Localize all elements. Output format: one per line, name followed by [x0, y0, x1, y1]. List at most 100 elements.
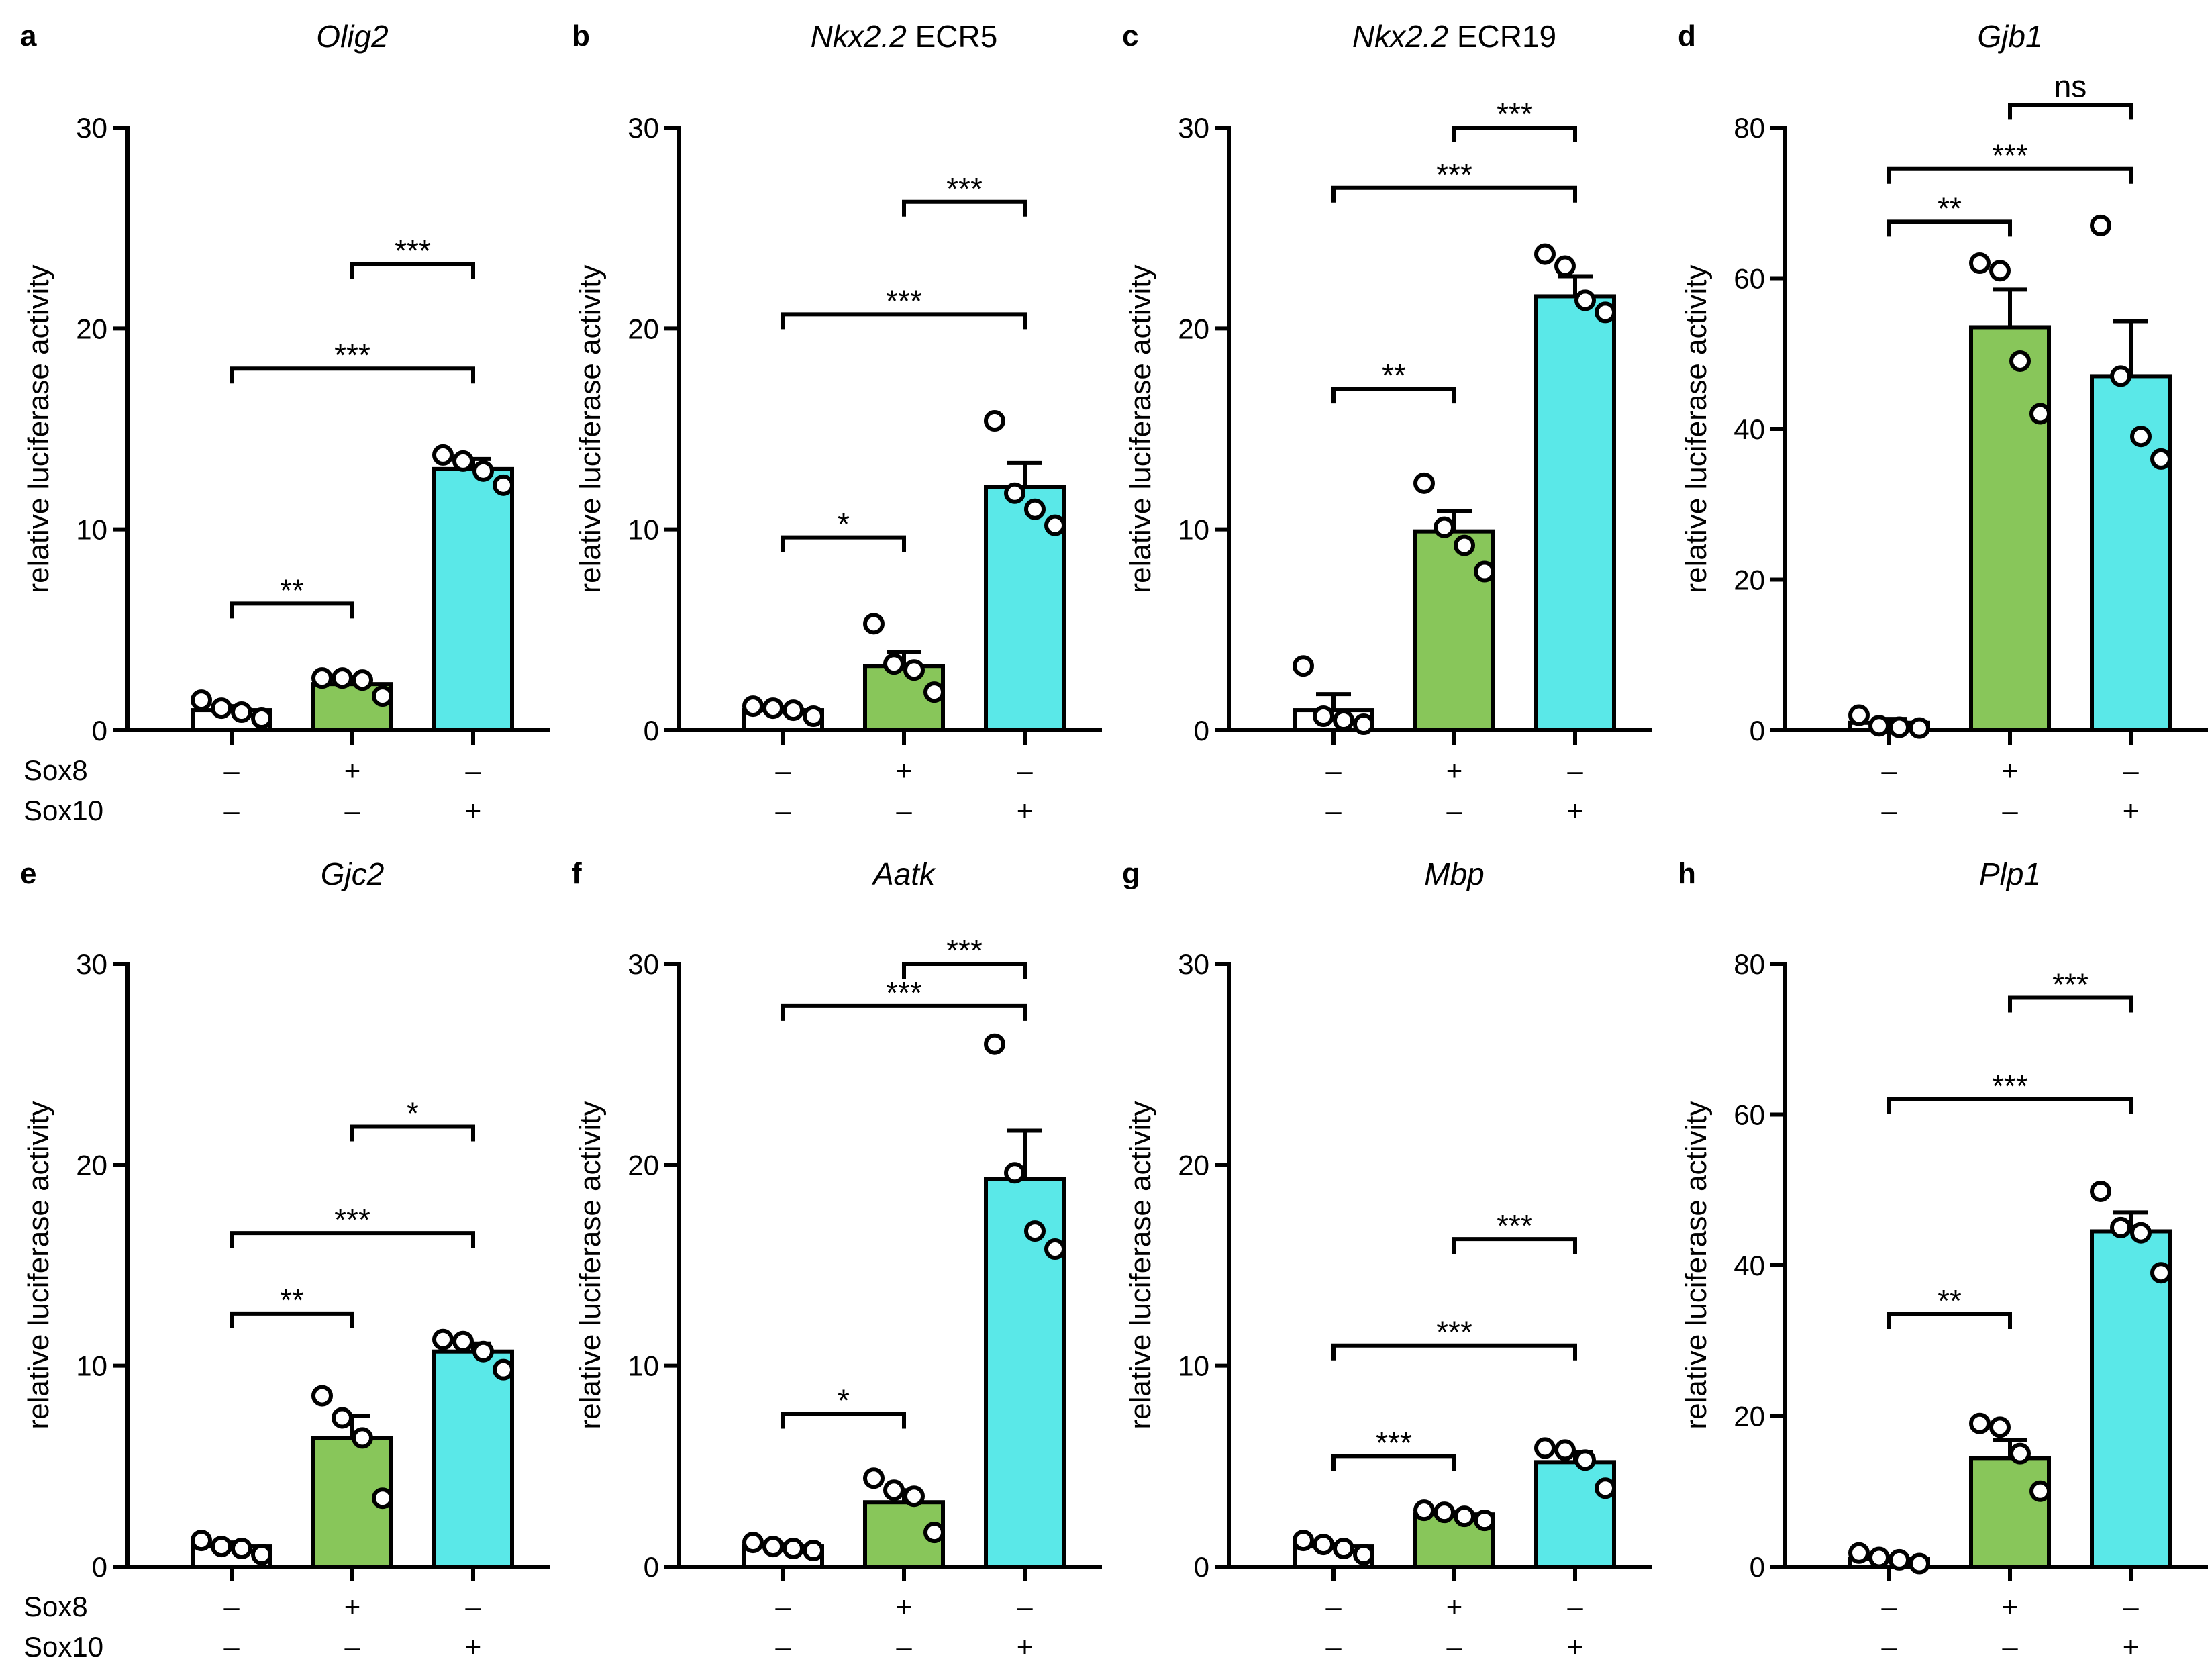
y-axis-label: relative luciferase activity: [574, 264, 607, 593]
panel-letter: h: [1678, 857, 1696, 890]
y-axis-label: relative luciferase activity: [1124, 1101, 1157, 1429]
significance-bracket: [230, 366, 475, 384]
significance-bracket: [1452, 1237, 1577, 1254]
error-bar: [1993, 287, 2027, 328]
data-point: [1313, 705, 1334, 728]
error-bar: [1007, 460, 1042, 487]
significance-bracket: [781, 1412, 906, 1429]
panel-letter: b: [572, 19, 590, 52]
condition-sox8: +: [1446, 754, 1463, 786]
data-point: [2110, 1216, 2131, 1238]
data-point: [1989, 260, 2011, 282]
panel-g: g Mbp relative luciferase activity 0 10 20 30 *…: [1122, 856, 1652, 1663]
y-tick-label: 80: [1733, 112, 1765, 144]
significance-label: **: [280, 573, 304, 607]
data-point: [432, 1328, 454, 1350]
data-point: [1434, 516, 1455, 538]
significance-bracket: [1887, 1097, 2133, 1115]
significance-bracket: [230, 1311, 354, 1328]
bar-sox10: [2090, 1229, 2172, 1569]
condition-sox10: –: [223, 795, 240, 826]
condition-sox8: –: [1567, 754, 1583, 786]
bar-sox8: [1413, 529, 1495, 732]
data-point: [1969, 252, 1991, 275]
data-point: [1969, 1412, 1991, 1434]
error-bar: [1316, 692, 1351, 711]
data-point: [1004, 1162, 1025, 1184]
y-axis-label: relative luciferase activity: [22, 1101, 55, 1429]
data-point: [1434, 1501, 1455, 1524]
condition-sox8: +: [2002, 1591, 2019, 1622]
y-tick-label: 20: [627, 1149, 659, 1181]
condition-sox8: –: [1325, 1591, 1342, 1622]
significance-label: ***: [886, 283, 922, 318]
significance-bracket: [230, 601, 354, 619]
data-point: [311, 667, 333, 689]
y-tick-label: 20: [627, 313, 659, 344]
error-bar: [2113, 319, 2148, 377]
significance-label: ***: [946, 171, 983, 206]
y-tick-label: 60: [1733, 1099, 1765, 1131]
y-axis-label: relative luciferase activity: [22, 264, 55, 593]
data-point: [2009, 350, 2031, 372]
condition-sox10: –: [1881, 795, 1897, 826]
condition-sox10: –: [1325, 1631, 1342, 1663]
significance-bracket: [1887, 219, 2012, 237]
significance-bracket: [781, 535, 906, 552]
panel-letter: f: [572, 857, 582, 890]
data-point: [903, 659, 925, 681]
bar-sox10: [2090, 374, 2172, 732]
data-point: [191, 1530, 212, 1552]
data-point: [1024, 1220, 1046, 1242]
data-point: [251, 707, 272, 730]
data-point: [432, 444, 454, 466]
data-point: [452, 1330, 474, 1352]
data-point: [1413, 1499, 1435, 1522]
chart-title: Gjc2: [321, 856, 385, 891]
data-point: [231, 701, 252, 724]
data-point: [1534, 1437, 1556, 1459]
y-tick-label: 30: [76, 112, 107, 144]
condition-sox8: –: [2123, 754, 2139, 786]
row-label-sox10: Sox10: [23, 1631, 103, 1663]
condition-sox8: –: [2123, 1591, 2139, 1622]
significance-label: ***: [886, 975, 922, 1010]
condition-sox10: –: [1881, 1631, 1897, 1663]
data-point: [783, 699, 804, 722]
significance-bracket: [1331, 1343, 1577, 1361]
data-point: [984, 1033, 1005, 1055]
data-point: [352, 669, 373, 691]
significance-bracket: [2008, 103, 2133, 120]
data-point: [1574, 1449, 1596, 1471]
panel-letter: c: [1122, 19, 1138, 52]
data-point: [742, 695, 764, 718]
data-point: [311, 1385, 333, 1407]
panel-f: f Aatk relative luciferase activity 0 10 20 30…: [572, 856, 1102, 1663]
data-point: [1868, 1546, 1890, 1569]
panel-e: e Gjc2 relative luciferase activity 0 10 20 30…: [20, 856, 550, 1663]
panel-b: b Nkx2.2 ECR5 relative luciferase activity…: [572, 19, 1102, 826]
condition-sox8: +: [1446, 1591, 1463, 1622]
data-point: [1534, 243, 1556, 265]
condition-sox8: +: [2002, 754, 2019, 786]
y-tick-label: 20: [1733, 1401, 1765, 1432]
significance-label: ***: [946, 933, 983, 968]
y-tick-label: 20: [76, 1149, 107, 1181]
data-point: [1454, 534, 1475, 556]
condition-sox8: –: [1881, 754, 1897, 786]
chart-title: Olig2: [316, 19, 388, 54]
panel-a: a Olig2 relative luciferase activity 0 10 20 3…: [20, 19, 550, 826]
y-tick-label: 0: [1194, 1551, 1209, 1583]
data-point: [211, 1536, 232, 1558]
significance-label: ***: [1497, 1208, 1533, 1243]
significance-label: ***: [2052, 967, 2089, 1002]
significance-bracket: [1887, 166, 2133, 184]
bar-sox8: [311, 1436, 393, 1569]
y-tick-label: 0: [644, 1551, 659, 1583]
chart-title: Aatk: [871, 856, 936, 891]
significance-label: **: [1382, 358, 1406, 393]
y-tick-label: 0: [92, 1551, 107, 1583]
data-point: [1333, 709, 1354, 732]
condition-sox10: –: [2002, 795, 2018, 826]
